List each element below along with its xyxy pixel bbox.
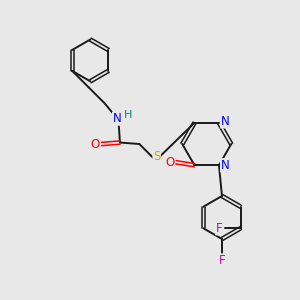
Text: F: F bbox=[219, 254, 225, 267]
Text: N: N bbox=[220, 115, 229, 128]
Text: O: O bbox=[165, 156, 175, 169]
Text: H: H bbox=[124, 110, 132, 120]
Text: F: F bbox=[216, 222, 222, 235]
Text: N: N bbox=[112, 112, 121, 125]
Text: O: O bbox=[91, 137, 100, 151]
Text: N: N bbox=[220, 159, 229, 172]
Text: S: S bbox=[153, 150, 160, 164]
